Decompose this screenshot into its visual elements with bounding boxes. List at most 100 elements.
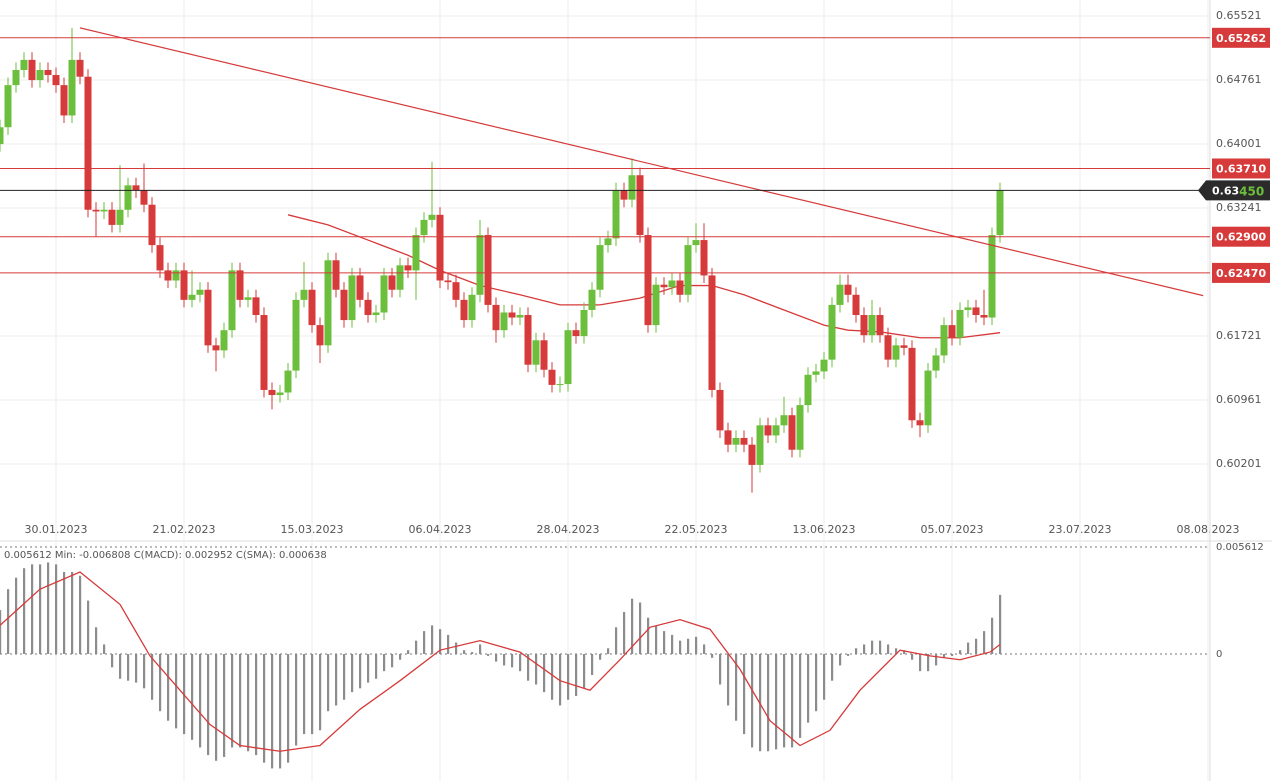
histogram-bar (351, 653, 354, 693)
histogram-bar (927, 653, 930, 672)
candle-body (828, 304, 836, 360)
candle-body (532, 340, 540, 365)
histogram-bar (7, 589, 10, 654)
x-tick-label: 21.02.2023 (153, 523, 216, 536)
histogram-bar (63, 571, 66, 654)
histogram-bar (87, 600, 90, 654)
histogram-bar (695, 636, 698, 654)
candle-body (276, 392, 284, 396)
histogram-bar (839, 653, 842, 666)
histogram-bar (135, 653, 138, 683)
histogram-bar (823, 653, 826, 700)
histogram-bar (903, 650, 906, 654)
candle-body (444, 280, 452, 283)
candle-body (428, 214, 436, 220)
histogram-bar (583, 653, 586, 689)
y-tick-label: 0 (1216, 649, 1222, 660)
histogram-bar (415, 640, 418, 654)
level-label: 0.63710 (1216, 162, 1266, 175)
candle-body (964, 307, 972, 310)
y-tick-label: 0.64001 (1216, 137, 1262, 150)
candle-body (596, 245, 604, 290)
histogram-bar (735, 653, 738, 721)
candle-body (252, 297, 260, 316)
histogram-bar (663, 631, 666, 654)
x-tick-label: 05.07.2023 (921, 523, 984, 536)
candle-body (36, 69, 44, 81)
candle-body (940, 325, 948, 356)
candle-body (132, 185, 140, 191)
histogram-bar (167, 653, 170, 721)
histogram-bar (39, 564, 42, 654)
candle-body (84, 76, 92, 210)
histogram-bar (799, 653, 802, 738)
histogram-bar (407, 650, 410, 654)
histogram-bar (287, 653, 290, 763)
candle-body (116, 209, 124, 225)
candle-body (404, 265, 412, 271)
histogram-bar (871, 640, 874, 654)
histogram-bar (687, 638, 690, 654)
candle-body (20, 59, 28, 70)
y-tick-label: 0.61721 (1216, 329, 1262, 342)
candle-body (716, 389, 724, 431)
candle-body (244, 297, 252, 300)
x-tick-label: 06.04.2023 (409, 523, 472, 536)
candle-body (452, 282, 460, 300)
candle-body (260, 315, 268, 390)
candle-body (108, 209, 116, 225)
candle-body (436, 214, 444, 281)
candle-body (396, 265, 404, 290)
histogram-bar (375, 653, 378, 679)
histogram-bar (431, 625, 434, 654)
x-tick-label: 08.08.2023 (1177, 523, 1240, 536)
candle-body (92, 209, 100, 212)
histogram-bar (255, 653, 258, 756)
histogram-bar (959, 650, 962, 654)
candle-body (876, 315, 884, 336)
x-tick-label: 22.05.2023 (665, 523, 728, 536)
x-tick-label: 13.06.2023 (793, 523, 856, 536)
histogram-bar (607, 648, 610, 654)
histogram-bar (991, 617, 994, 654)
candle-body (484, 235, 492, 305)
histogram-bar (439, 629, 442, 654)
candle-body (420, 219, 428, 236)
candle-body (188, 294, 196, 300)
candle-body (380, 275, 388, 313)
candle-body (268, 389, 276, 396)
candle-body (652, 284, 660, 326)
histogram-bar (327, 653, 330, 712)
candle-body (540, 340, 548, 370)
histogram-bar (95, 627, 98, 654)
candle-body (924, 370, 932, 426)
candle-body (148, 204, 156, 246)
macd-info: 0.005612 Min: -0.006808 C(MACD): 0.00295… (4, 550, 327, 561)
histogram-bar (447, 634, 450, 654)
histogram-bar (535, 653, 538, 685)
histogram-bar (263, 653, 266, 763)
level-label-box (1212, 158, 1270, 179)
histogram-bar (127, 653, 130, 681)
y-tick-label: 0.60961 (1216, 393, 1262, 406)
candle-body (772, 425, 780, 436)
candle-body (892, 345, 900, 360)
histogram-bar (463, 650, 466, 654)
histogram-bar (503, 653, 506, 666)
candle-body (724, 430, 732, 445)
candle-body (468, 294, 476, 321)
candle-body (4, 85, 12, 128)
candle-body (684, 245, 692, 295)
histogram-bar (0, 610, 2, 654)
last-price-box (1198, 180, 1270, 201)
candle-body (868, 315, 876, 336)
y-tick-label: 0.60201 (1216, 457, 1262, 470)
candle-body (756, 425, 764, 465)
histogram-bar (423, 631, 426, 654)
histogram-bar (207, 653, 210, 756)
histogram-bar (223, 653, 226, 757)
histogram-bar (911, 653, 914, 660)
y-tick-label: 0.005612 (1216, 542, 1264, 553)
